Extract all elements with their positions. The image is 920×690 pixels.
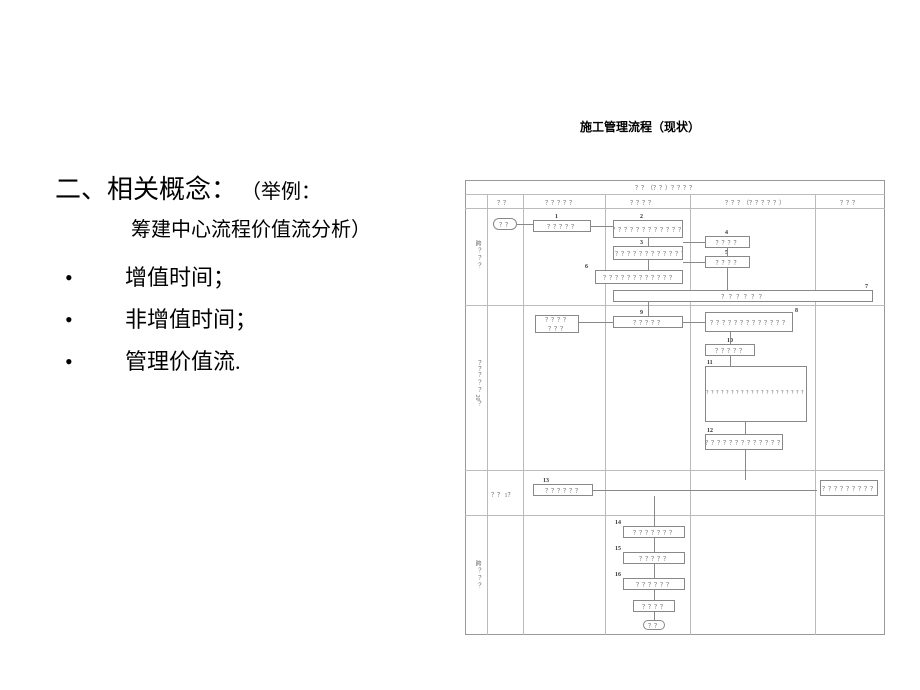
heading-example: （举例：	[241, 181, 321, 203]
connector	[654, 538, 655, 552]
heading-main: 二、相关概念：	[55, 175, 237, 204]
grid-line	[465, 470, 885, 471]
connector	[745, 450, 746, 480]
flowchart-diagram: ？？（？？）？？？？ ？？ ？？？？？ ？？？？ ？？？（？？？？？） ？？？ …	[465, 180, 885, 635]
col-header: ？？？（？？？？？）	[725, 198, 785, 207]
col-header: ？？？？	[630, 198, 654, 207]
bullet-icon: •	[65, 265, 125, 291]
heading: 二、相关概念： （举例：	[55, 170, 455, 209]
grid-line	[465, 208, 885, 209]
connector	[654, 564, 655, 578]
side-label: 跨 ？ ？ ？	[473, 560, 482, 589]
col-header: ？？？？？	[545, 198, 575, 207]
connector	[579, 322, 613, 323]
flow-node: ？？？？	[705, 256, 750, 268]
connector	[683, 262, 705, 263]
flow-node: ？？？？？？？	[535, 315, 579, 333]
grid-line	[465, 515, 885, 516]
connector	[730, 332, 731, 344]
connector	[730, 356, 731, 366]
list-item: • 管理价值流.	[65, 344, 455, 376]
flow-node: ？？？？？？？	[623, 526, 685, 538]
flow-node: ？？？？？	[533, 220, 591, 232]
flow-node: ？？？？？？	[623, 578, 685, 590]
connector	[745, 422, 746, 434]
bullet-icon: •	[65, 349, 125, 375]
connector	[648, 260, 649, 270]
flow-node: ？？？？？？？？？？？？	[613, 220, 683, 238]
node-number: 8	[795, 308, 798, 314]
connector	[654, 590, 655, 600]
connector	[517, 224, 533, 225]
col-header: ？？	[497, 198, 509, 207]
node-number: 14	[615, 520, 621, 526]
flow-node: ？？？？？？？？？	[820, 480, 878, 496]
flow-node: ？？？？？？	[533, 484, 593, 496]
grid-line	[523, 194, 524, 635]
connector	[727, 268, 728, 290]
flow-node: ？？？？	[705, 236, 750, 248]
end-node: ？？	[643, 620, 665, 630]
grid-line	[605, 194, 606, 635]
grid-line	[690, 194, 691, 635]
flow-node: ？？？？？	[613, 316, 683, 328]
connector	[654, 496, 655, 526]
flow-node: ？？？？？？？？？？？？？	[705, 434, 783, 450]
connector	[683, 322, 705, 323]
side-label: ？？ 1？	[491, 490, 514, 499]
flow-node: ？？？？	[633, 600, 675, 612]
diagram-title: 施工管理流程（现状）	[580, 118, 700, 135]
header-text: ？？（？？）？？？？	[635, 183, 695, 192]
flow-node: ？？？？？？？？？？？？？	[705, 312, 793, 332]
text-content: 二、相关概念： （举例： 筹建中心流程价值流分析） • 增值时间； • 非增值时…	[55, 170, 455, 386]
list-item: • 增值时间；	[65, 260, 455, 292]
bullet-list: • 增值时间； • 非增值时间； • 管理价值流.	[65, 260, 455, 376]
bullet-text: 管理价值流.	[125, 344, 241, 376]
bullet-text: 增值时间；	[125, 260, 235, 292]
grid-line	[465, 305, 885, 306]
connector	[654, 612, 655, 620]
side-label: ？？？ ？ ？ 20？	[473, 360, 482, 407]
flow-node: ？ ？ ？ ？ ？ ？	[613, 290, 873, 302]
grid-line	[487, 194, 488, 635]
flow-node: ？？？？？？？？？？？？？	[613, 246, 683, 260]
connector	[591, 226, 613, 227]
flow-node: ？？？？？	[623, 552, 685, 564]
connector	[727, 248, 728, 256]
grid-line	[465, 194, 885, 195]
list-item: • 非增值时间；	[65, 302, 455, 334]
node-number: 16	[615, 572, 621, 578]
flow-node: ？？？？？	[705, 344, 755, 356]
start-node: ？？	[493, 218, 517, 230]
bullet-text: 非增值时间；	[125, 302, 257, 334]
side-label: 跨 ？ ？ ？	[473, 240, 482, 269]
connector	[593, 490, 817, 491]
connector	[683, 242, 705, 243]
bullet-icon: •	[65, 307, 125, 333]
node-number: 6	[585, 264, 588, 270]
connector	[648, 238, 649, 246]
flow-node: ？？？？？？？？？？？？？？？？？？？？？？？？？？？？？？？？？？？？？？？？…	[705, 366, 807, 422]
col-header: ？？？	[840, 198, 858, 207]
node-number: 15	[615, 546, 621, 552]
grid-line	[815, 194, 816, 635]
subtitle: 筹建中心流程价值流分析）	[131, 213, 455, 242]
flow-node: ？？？？？？？？？？？？	[595, 270, 683, 284]
connector	[648, 302, 649, 316]
